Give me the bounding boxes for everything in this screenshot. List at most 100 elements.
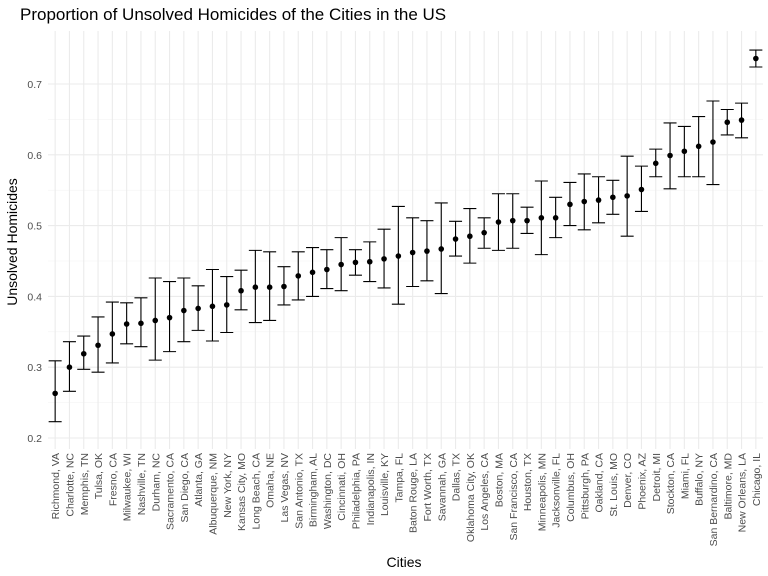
x-tick-label: Dallas, TX <box>451 453 463 501</box>
data-point <box>252 284 259 290</box>
x-tick-label: San Francisco, CA <box>508 453 520 541</box>
data-point <box>495 219 502 225</box>
x-axis-title: Cities <box>386 554 421 570</box>
data-point <box>324 266 330 273</box>
x-tick-label: Albuquerque, NM <box>207 453 219 535</box>
data-point <box>509 217 516 224</box>
data-point <box>524 217 530 224</box>
y-tick-label: 0.6 <box>27 150 42 162</box>
x-tick-label: Savannah, GA <box>436 453 448 521</box>
x-tick-label: Columbus, OH <box>565 453 577 522</box>
x-tick-label: Oklahoma City, OK <box>465 453 477 542</box>
data-point <box>66 364 73 371</box>
data-point <box>223 302 230 308</box>
data-point <box>481 229 487 236</box>
chart-title: Proportion of Unsolved Homicides of the … <box>20 5 446 24</box>
x-tick-label: Baltimore, MD <box>722 453 734 520</box>
data-point <box>266 284 273 290</box>
data-point <box>610 194 616 201</box>
data-point <box>467 233 473 240</box>
y-tick-label: 0.2 <box>27 433 42 445</box>
x-tick-label: Los Angeles, CA <box>479 453 491 531</box>
data-point <box>567 201 573 208</box>
x-tick-label: St. Louis, MO <box>608 453 620 517</box>
x-tick-label: Minneapolis, MN <box>536 453 548 531</box>
data-point <box>309 269 316 276</box>
x-tick-label: New York, NY <box>222 453 234 518</box>
x-tick-label: Philadelphia, PA <box>350 453 362 529</box>
data-point <box>409 249 416 256</box>
x-tick-label: Baton Rouge, LA <box>408 453 420 533</box>
data-point <box>138 320 144 327</box>
y-axis-title: Unsolved Homicides <box>4 178 20 306</box>
data-point <box>695 143 702 150</box>
x-tick-label: Milwaukee, WI <box>122 453 134 521</box>
x-tick-label: Indianapolis, IN <box>365 453 377 525</box>
x-tick-label: Kansas City, MO <box>236 453 248 531</box>
x-tick-label: Washington, DC <box>322 453 334 529</box>
x-tick-label: Louisville, KY <box>379 453 391 516</box>
x-tick-label: Las Vegas, NV <box>279 453 291 522</box>
x-tick-label: Buffalo, NY <box>694 453 706 506</box>
x-tick-label: Boston, MA <box>493 453 505 507</box>
data-point <box>181 307 187 314</box>
x-tick-label: Stockton, CA <box>665 453 677 514</box>
x-tick-labels: Richmond, VA Charlotte, NC Memphis, TN Tuls… <box>50 452 763 546</box>
data-point <box>452 236 459 242</box>
data-point <box>80 350 87 357</box>
y-tick-label: 0.4 <box>27 291 42 303</box>
x-tick-label: Omaha, NE <box>265 453 277 508</box>
x-tick-label: Fresno, CA <box>107 453 119 506</box>
data-point <box>624 193 630 199</box>
data-point <box>538 215 545 221</box>
data-point <box>281 283 287 290</box>
data-point <box>152 317 159 324</box>
data-point <box>753 55 759 62</box>
x-tick-label: Detroit, MI <box>651 453 663 501</box>
x-tick-label: Houston, TX <box>522 453 534 511</box>
data-point <box>724 119 731 126</box>
data-point <box>595 197 602 203</box>
data-point <box>295 273 302 279</box>
x-tick-label: Richmond, VA <box>50 453 62 519</box>
y-tick-labels: 0.2 0.3 0.4 0.5 0.6 0.7 <box>27 79 42 445</box>
x-tick-label: Cincinnati, OH <box>336 453 348 521</box>
x-tick-label: Pittsburgh, PA <box>579 453 591 519</box>
x-tick-label: Durham, NC <box>150 453 162 512</box>
x-tick-label: Birmingham, AL <box>308 453 320 527</box>
data-point <box>166 314 173 321</box>
data-point <box>352 259 359 266</box>
data-point <box>209 303 216 310</box>
data-point <box>52 390 58 397</box>
data-point <box>667 152 673 159</box>
x-tick-label: Fort Worth, TX <box>422 453 434 521</box>
data-point <box>109 331 116 337</box>
x-tick-label: Long Beach, CA <box>250 453 262 529</box>
data-point <box>438 246 445 252</box>
x-tick-label: Oakland, CA <box>594 453 606 513</box>
grid-lines <box>48 31 763 449</box>
x-tick-label: San Diego, CA <box>179 453 191 522</box>
data-point <box>123 321 130 327</box>
x-tick-label: Memphis, TN <box>79 453 91 515</box>
x-tick-label: Charlotte, NC <box>64 453 76 517</box>
x-tick-label: Chicago, IL <box>751 453 763 506</box>
x-tick-label: Tulsa, OK <box>93 453 105 499</box>
x-tick-label: Miami, FL <box>679 453 691 499</box>
data-point <box>710 139 716 145</box>
data-point <box>652 160 659 167</box>
data-point <box>366 258 373 265</box>
data-point <box>738 117 745 123</box>
data-point <box>681 148 688 155</box>
data-point <box>552 215 559 221</box>
x-tick-label: Tampa, FL <box>393 453 405 503</box>
x-tick-label: Phoenix, AZ <box>636 452 648 509</box>
data-point <box>195 305 201 312</box>
data-point <box>395 253 402 259</box>
x-tick-label: Denver, CO <box>622 453 634 508</box>
data-points <box>52 55 759 397</box>
data-point <box>338 261 344 268</box>
y-tick-label: 0.3 <box>27 362 42 374</box>
data-point <box>581 198 588 205</box>
